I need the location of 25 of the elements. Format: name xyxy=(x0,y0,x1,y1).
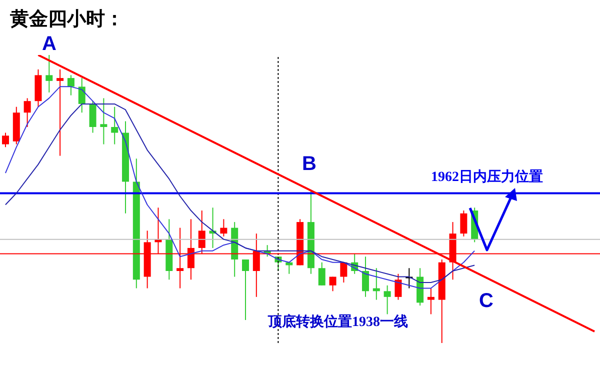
candlestick xyxy=(242,258,249,320)
ref-line-label: 1962日内压力位置 xyxy=(431,169,543,186)
candlestick xyxy=(67,74,74,96)
candlestick xyxy=(111,106,118,145)
candlestick xyxy=(318,262,326,286)
candlestick xyxy=(24,98,31,128)
candlestick xyxy=(56,68,64,156)
candlestick xyxy=(394,273,402,300)
candlestick xyxy=(460,210,468,237)
chart-title: 黄金四小时： xyxy=(10,8,124,32)
candlestick xyxy=(427,288,434,315)
candlestick xyxy=(78,78,86,114)
candlestick xyxy=(220,218,228,237)
annotation: A xyxy=(42,33,56,56)
candlestick xyxy=(329,276,336,292)
annotation: B xyxy=(302,153,316,176)
candlestick xyxy=(89,100,96,134)
candlestick xyxy=(384,284,391,315)
candlestick xyxy=(46,55,53,93)
annotation: C xyxy=(479,290,494,313)
candlestick xyxy=(2,132,9,148)
candlestick xyxy=(100,98,108,145)
candlestick xyxy=(340,262,348,284)
annotation: 顶底转换位置1938一线 xyxy=(268,313,408,331)
candlestick xyxy=(362,256,369,298)
